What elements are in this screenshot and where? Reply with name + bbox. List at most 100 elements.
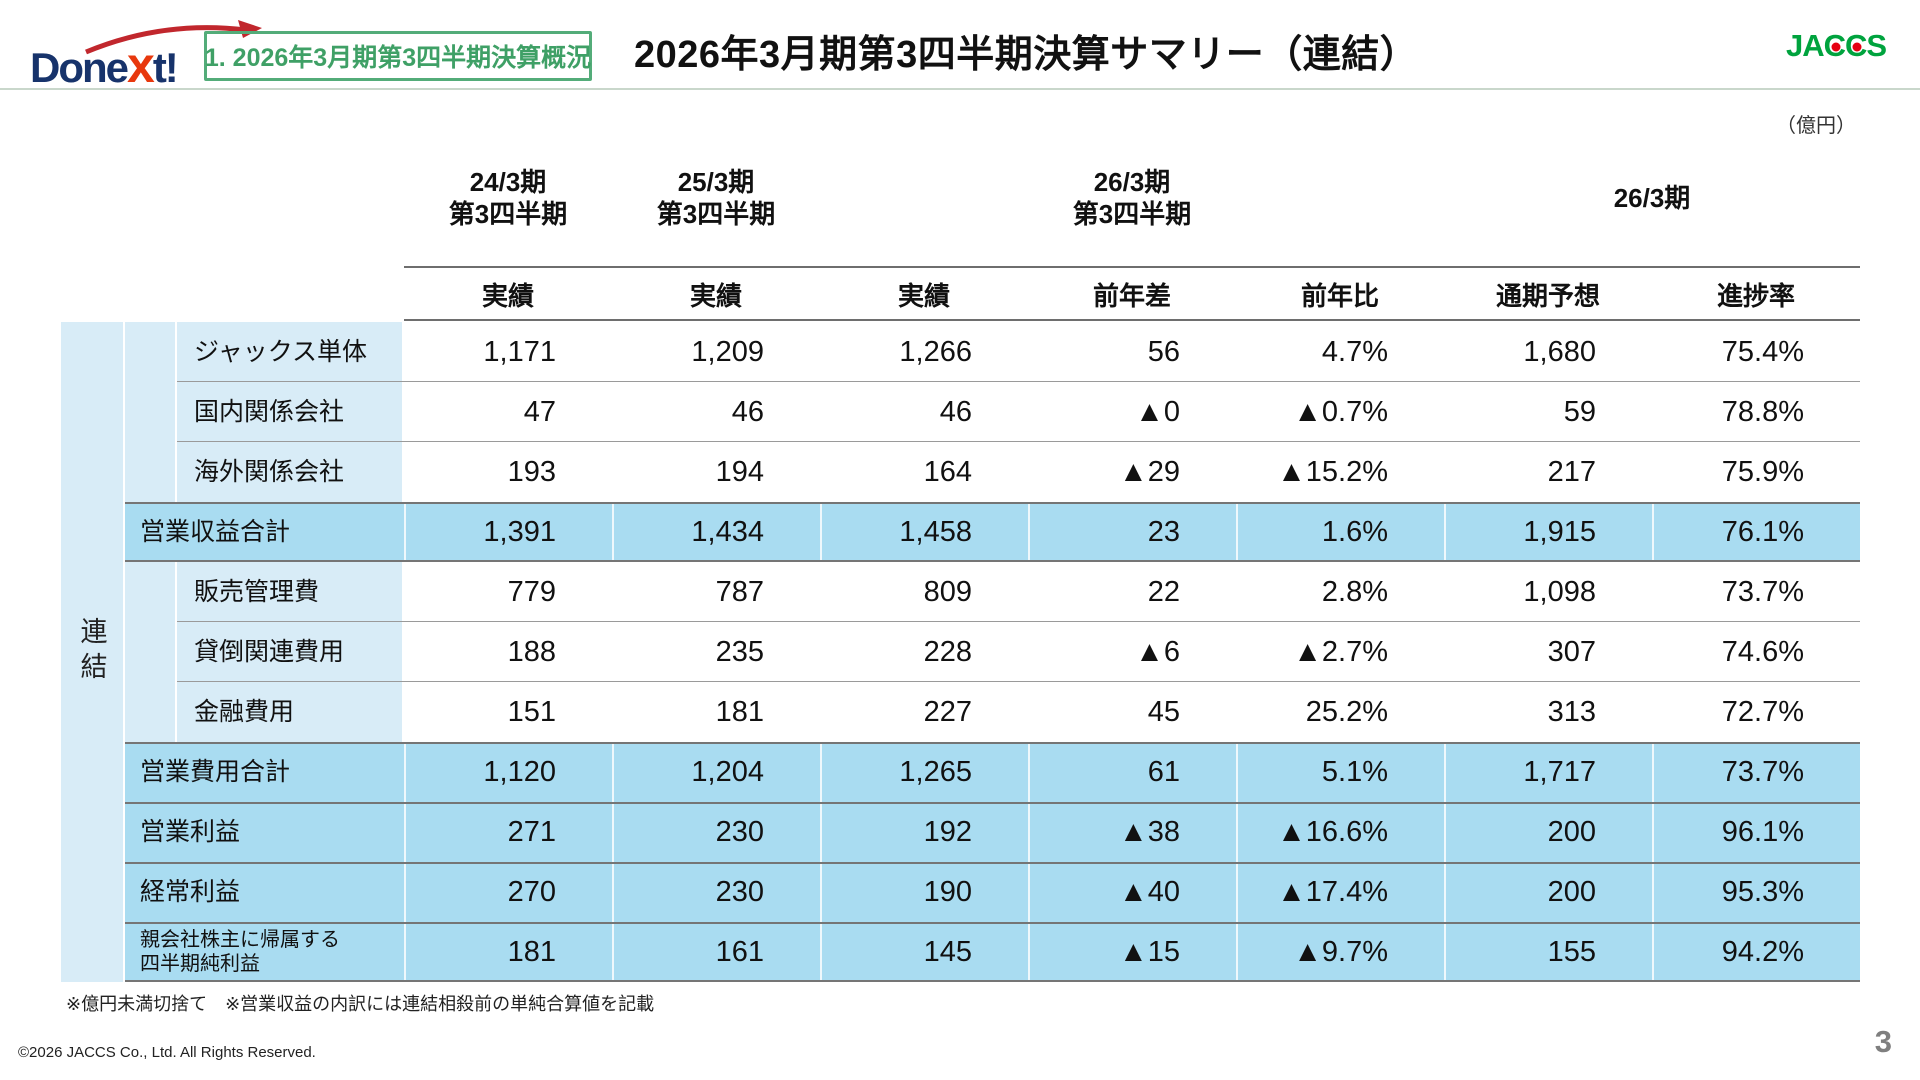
table-row: 営業収益合計 1,391 1,434 1,458 23 1.6% 1,915 76.1% — [125, 502, 1860, 562]
table-row: 国内関係会社 47 46 46 ▲0 ▲0.7% 59 78.8% — [125, 382, 1860, 442]
row-value: ▲2.7% — [1293, 635, 1388, 668]
row-value: 96.1% — [1652, 802, 1860, 862]
row-value: 200 — [1444, 802, 1652, 862]
row-value: 787 — [715, 575, 764, 608]
col-header-actual-24: 実績 — [481, 280, 534, 311]
period-header-24-3: 24/3期 第3四半期 — [448, 166, 568, 230]
donext-logo: Donext! — [30, 20, 262, 93]
col-header-forecast: 通期予想 — [1495, 280, 1600, 311]
row-value: 809 — [923, 575, 972, 608]
row-value: 145 — [820, 922, 1028, 982]
row-value: 270 — [404, 862, 612, 922]
row-value: 2.8% — [1321, 575, 1388, 608]
row-value: 151 — [507, 695, 556, 728]
col-header-progress: 進捗率 — [1716, 280, 1795, 311]
row-value: 1,266 — [899, 335, 972, 368]
row-label: 国内関係会社 — [177, 382, 402, 442]
period-header-26-3-q3: 26/3期 第3四半期 — [1072, 166, 1192, 230]
row-label: 営業収益合計 — [125, 502, 404, 562]
row-value: 25.2% — [1305, 695, 1388, 728]
row-value: 181 — [715, 695, 764, 728]
table-row: 親会社株主に帰属する 四半期純利益 181 161 145 ▲15 ▲9.7% 155 94.… — [125, 922, 1860, 982]
donext-logo-accent: x — [127, 37, 155, 93]
footnote: ※億円未満切捨て ※営業収益の内訳には連結相殺前の単純合算値を記載 — [66, 994, 655, 1014]
row-value: 73.7% — [1652, 742, 1860, 802]
row-value: 779 — [507, 575, 556, 608]
row-label: 金融費用 — [177, 682, 402, 742]
page-title: 2026年3月期第3四半期決算サマリー（連結） — [634, 34, 1419, 76]
row-value: 4.7% — [1321, 335, 1388, 368]
col-header-yoy-pct: 前年比 — [1300, 280, 1379, 311]
row-value: 1,915 — [1444, 502, 1652, 562]
row-value: 74.6% — [1721, 635, 1804, 668]
jaccs-logo-text: JACCS — [1786, 28, 1887, 63]
period-header-25-3: 25/3期 第3四半期 — [656, 166, 776, 230]
row-value: 76.1% — [1652, 502, 1860, 562]
period-header-26-3-full: 26/3期 — [1613, 182, 1691, 213]
row-value: ▲15.2% — [1277, 455, 1388, 488]
row-value: ▲0 — [1135, 395, 1180, 428]
row-value: 46 — [731, 395, 764, 428]
section-label: 1. 2026年3月期第3四半期決算概況 — [204, 44, 592, 72]
row-value: 217 — [1547, 455, 1596, 488]
table-row: 営業利益 271 230 192 ▲38 ▲16.6% 200 96.1% — [125, 802, 1860, 862]
row-value: 161 — [612, 922, 820, 982]
row-value: 95.3% — [1652, 862, 1860, 922]
period-header-underline — [404, 266, 1860, 268]
row-value: 45 — [1147, 695, 1180, 728]
row-value: ▲40 — [1028, 862, 1236, 922]
col-header-yoy-diff: 前年差 — [1092, 280, 1171, 311]
row-value: 47 — [523, 395, 556, 428]
row-value: 1,171 — [483, 335, 556, 368]
row-value: 75.9% — [1721, 455, 1804, 488]
row-value: 75.4% — [1721, 335, 1804, 368]
donext-logo-post: t! — [152, 44, 179, 91]
col-header-actual-25: 実績 — [689, 280, 742, 311]
row-label: 貸倒関連費用 — [177, 622, 402, 682]
row-value: 194 — [715, 455, 764, 488]
header-divider — [0, 88, 1920, 90]
row-value: 1,391 — [404, 502, 612, 562]
row-label: 営業費用合計 — [125, 742, 404, 802]
donext-logo-pre: Done — [30, 44, 129, 91]
row-value: 200 — [1444, 862, 1652, 922]
row-value: 56 — [1147, 335, 1180, 368]
row-label: ジャックス単体 — [177, 322, 402, 382]
row-indent — [125, 442, 175, 502]
row-label: 経常利益 — [125, 862, 404, 922]
row-value: ▲0.7% — [1293, 395, 1388, 428]
row-value: 59 — [1563, 395, 1596, 428]
row-value: ▲6 — [1135, 635, 1180, 668]
row-value: 188 — [507, 635, 556, 668]
table-rows: ジャックス単体 1,171 1,209 1,266 56 4.7% 1,680 75.4% 国内… — [125, 322, 1860, 982]
row-value: ▲29 — [1119, 455, 1180, 488]
jaccs-logo: JACCS — [1786, 28, 1887, 64]
row-value: 1,458 — [820, 502, 1028, 562]
row-indent — [125, 622, 175, 682]
row-label: 営業利益 — [125, 802, 404, 862]
row-value: 1,209 — [691, 335, 764, 368]
row-value: 61 — [1028, 742, 1236, 802]
row-value: 193 — [507, 455, 556, 488]
table-row: 海外関係会社 193 194 164 ▲29 ▲15.2% 217 75.9% — [125, 442, 1860, 502]
table-row: 貸倒関連費用 188 235 228 ▲6 ▲2.7% 307 74.6% — [125, 622, 1860, 682]
row-value: 271 — [404, 802, 612, 862]
row-value: 5.1% — [1236, 742, 1444, 802]
row-value: 23 — [1028, 502, 1236, 562]
table-row: 販売管理費 779 787 809 22 2.8% 1,098 73.7% — [125, 562, 1860, 622]
row-value: ▲9.7% — [1236, 922, 1444, 982]
col-header-actual-26: 実績 — [897, 280, 950, 311]
row-value: 230 — [612, 862, 820, 922]
row-value: 1,120 — [404, 742, 612, 802]
row-value: 228 — [923, 635, 972, 668]
row-value: 72.7% — [1721, 695, 1804, 728]
row-indent — [125, 382, 175, 442]
row-value: 155 — [1444, 922, 1652, 982]
row-value: 313 — [1547, 695, 1596, 728]
row-value: 1.6% — [1236, 502, 1444, 562]
row-value: 1,098 — [1523, 575, 1596, 608]
page-number: 3 — [1874, 1024, 1892, 1059]
row-value: 1,265 — [820, 742, 1028, 802]
table-row: 営業費用合計 1,120 1,204 1,265 61 5.1% 1,717 73.7% — [125, 742, 1860, 802]
